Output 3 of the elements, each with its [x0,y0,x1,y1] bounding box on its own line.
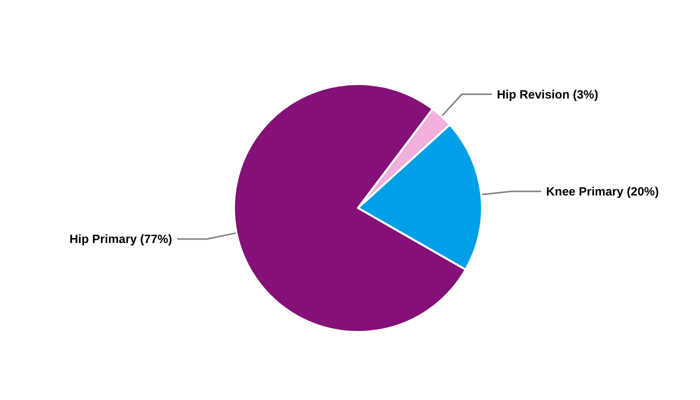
slice-label: Hip Revision (3%) [496,87,598,102]
slice-label: Hip Primary (77%) [69,232,172,246]
slice-label: Knee Primary (20%) [546,184,659,198]
